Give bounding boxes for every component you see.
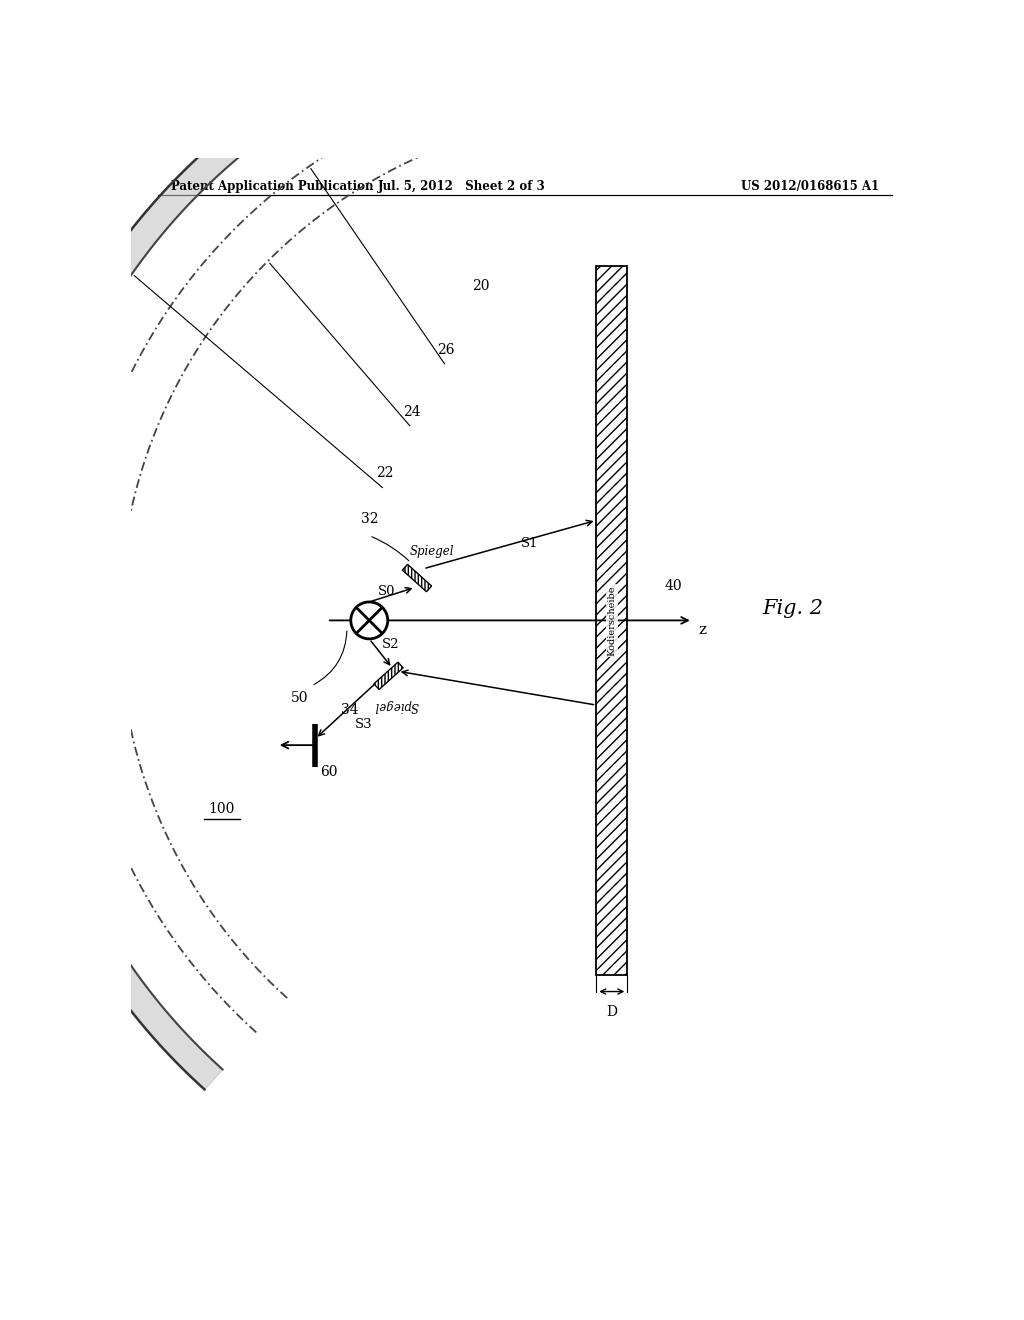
Text: Fig. 2: Fig. 2 — [762, 599, 823, 618]
Text: S0: S0 — [378, 585, 395, 598]
Text: S3: S3 — [354, 718, 373, 731]
Text: Spiegel: Spiegel — [411, 545, 455, 557]
Text: S2: S2 — [382, 638, 399, 651]
Text: S1: S1 — [521, 536, 539, 549]
Text: 60: 60 — [321, 766, 338, 779]
Bar — [596, 267, 628, 974]
Text: 22: 22 — [376, 466, 393, 480]
Text: 50: 50 — [291, 692, 308, 705]
Text: 40: 40 — [665, 578, 682, 593]
Circle shape — [351, 602, 388, 639]
Text: US 2012/0168615 A1: US 2012/0168615 A1 — [741, 180, 879, 193]
Text: 34: 34 — [341, 704, 358, 718]
Text: 32: 32 — [360, 512, 378, 527]
Text: 24: 24 — [402, 405, 421, 418]
Polygon shape — [374, 663, 403, 689]
Text: Jul. 5, 2012   Sheet 2 of 3: Jul. 5, 2012 Sheet 2 of 3 — [378, 180, 546, 193]
Text: D: D — [606, 1006, 617, 1019]
Text: Kodierscheibe: Kodierscheibe — [607, 585, 616, 656]
Polygon shape — [0, 0, 522, 1089]
Text: Spiegel: Spiegel — [374, 698, 419, 711]
Text: Patent Application Publication: Patent Application Publication — [171, 180, 373, 193]
Polygon shape — [402, 565, 431, 591]
Text: z: z — [698, 623, 706, 636]
Text: 26: 26 — [437, 343, 455, 358]
Text: 100: 100 — [208, 803, 234, 816]
Text: 20: 20 — [472, 279, 489, 293]
